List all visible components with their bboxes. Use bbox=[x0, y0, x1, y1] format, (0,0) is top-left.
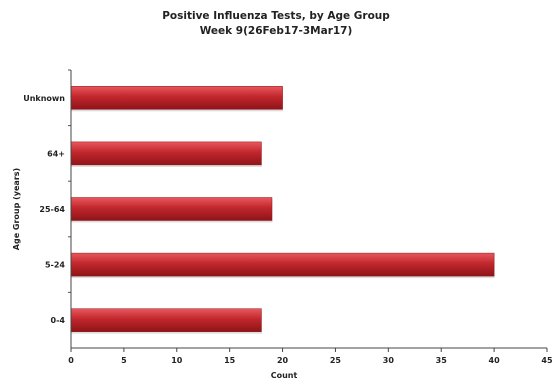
category-label: 64+ bbox=[47, 149, 65, 158]
y-axis-title: Age Group (years) bbox=[12, 168, 21, 250]
x-tick-label: 15 bbox=[224, 356, 236, 365]
bar-25-64 bbox=[70, 197, 273, 221]
bar-unknown bbox=[70, 86, 283, 110]
x-tick-label: 40 bbox=[489, 356, 501, 365]
chart-subtitle: Week 9(26Feb17-3Mar17) bbox=[199, 25, 353, 37]
x-tick-label: 10 bbox=[171, 356, 183, 365]
x-tick-label: 45 bbox=[541, 356, 552, 365]
bar-64- bbox=[70, 141, 262, 166]
x-tick-label: 0 bbox=[68, 356, 74, 365]
x-tick-label: 30 bbox=[383, 356, 395, 365]
x-tick-label: 20 bbox=[277, 356, 289, 365]
bar-0-4 bbox=[70, 308, 262, 332]
x-axis-title: Count bbox=[271, 371, 298, 380]
category-label: 5-24 bbox=[45, 261, 65, 270]
category-label: 25-64 bbox=[39, 205, 65, 214]
chart-title: Positive Influenza Tests, by Age Group bbox=[162, 10, 390, 22]
category-label: 0-4 bbox=[51, 316, 66, 325]
x-tick-label: 35 bbox=[436, 356, 448, 365]
bar-5-24 bbox=[70, 252, 495, 277]
chart-title-block: Positive Influenza Tests, by Age Group W… bbox=[0, 9, 552, 39]
x-tick-label: 25 bbox=[330, 356, 342, 365]
x-tick-label: 5 bbox=[121, 356, 127, 365]
category-label: Unknown bbox=[23, 94, 65, 103]
